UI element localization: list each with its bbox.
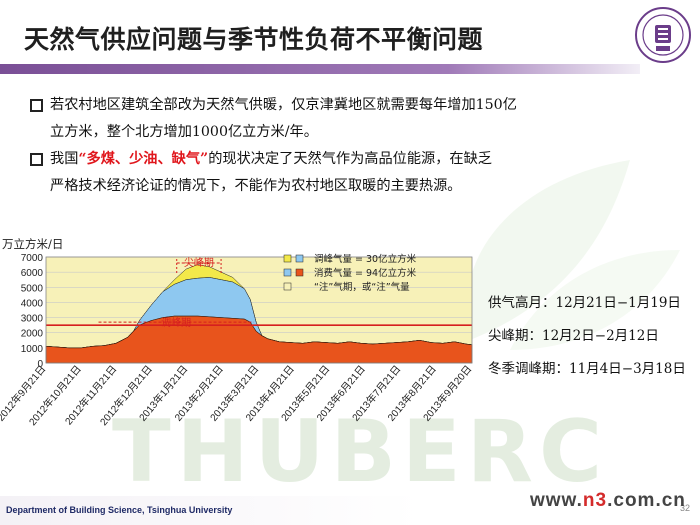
y-tick-label: 0 [37, 359, 43, 370]
site-prefix: www. [530, 490, 583, 511]
site-watermark: www.n3.com.cn [530, 490, 686, 512]
y-axis-label: 万立方米/日 [2, 237, 63, 251]
y-tick-label: 2000 [21, 329, 44, 340]
legend-swatch [283, 268, 292, 277]
bullet-1-line-1: 若农村地区建筑全部改为天然气供暖，仅京津冀地区就需要每年增加150亿 [50, 97, 517, 113]
bullet-box-icon [30, 99, 43, 112]
y-tick-label: 4000 [21, 298, 44, 309]
bullet-item-1: 若农村地区建筑全部改为天然气供暖，仅京津冀地区就需要每年增加150亿 立方米，整… [30, 92, 650, 146]
legend-label: 调峰气量 = 30亿立方米 [314, 253, 417, 265]
legend-label: “注”气期，或“注”气量 [314, 281, 410, 293]
y-tick-label: 6000 [21, 268, 44, 279]
footer-bar [0, 496, 700, 525]
footer: Department of Building Science, Tsinghua… [0, 496, 700, 525]
bullet-box-icon [30, 153, 43, 166]
side-note-peak-month: 供气高月：12月21日−1月19日 [488, 295, 681, 311]
legend-swatch [295, 254, 304, 263]
y-tick-label: 3000 [21, 314, 44, 325]
bullet-list: 若农村地区建筑全部改为天然气供暖，仅京津冀地区就需要每年增加150亿 立方米，整… [30, 92, 650, 200]
side-note-peak-period: 尖峰期：12月2日−2月12日 [488, 328, 659, 344]
watermark-leaf-graphic [466, 160, 680, 350]
title-underline-bar [0, 64, 640, 74]
side-note-winter-peak-shaving: 冬季调峰期：11月4日−3月18日 [488, 361, 686, 377]
legend-label: 消费气量 = 94亿立方米 [314, 267, 417, 279]
page-number: 32 [680, 503, 691, 513]
watermark-text: THUBERC [112, 402, 609, 502]
bullet-2-text-pre: 我国 [50, 151, 79, 167]
site-n3: n3 [582, 490, 608, 511]
y-tick-label: 7000 [21, 253, 44, 264]
side-notes: 供气高月：12月21日−1月19日 尖峰期：12月2日−2月12日 冬季调峰期：… [488, 287, 686, 386]
legend-swatch [283, 254, 292, 263]
bullet-item-2: 我国“多煤、少油、缺气”的现状决定了天然气作为高品位能源，在缺乏 严格技术经济论… [30, 146, 650, 200]
legend-swatch [283, 282, 292, 291]
slide-title: 天然气供应问题与季节性负荷不平衡问题 [24, 25, 484, 54]
bullet-2-line-2: 严格技术经济论证的情况下，不能作为农村地区取暖的主要热源。 [50, 178, 462, 194]
site-suffix: .com.cn [607, 490, 686, 511]
y-tick-label: 1000 [21, 344, 44, 355]
annotation-peak-period: 尖峰期 [184, 256, 214, 269]
bullet-2-text-post: 的现状决定了天然气作为高品位能源，在缺乏 [208, 151, 492, 167]
plot-frame [45, 256, 473, 364]
bullet-1-line-2: 立方米，整个北方增加1000亿立方米/年。 [50, 124, 318, 140]
legend-swatch [295, 268, 304, 277]
annotation-peak-shaving-period: 调峰期 [161, 317, 191, 329]
y-tick-label: 5000 [21, 283, 44, 294]
bullet-2-line-1: 我国“多煤、少油、缺气”的现状决定了天然气作为高品位能源，在缺乏 [50, 146, 650, 173]
gas-consumption-chart: 01000200030004000500060007000万立方米/日2012年… [0, 237, 474, 428]
tsinghua-seal-logo [635, 7, 691, 63]
bullet-2-highlight: “多煤、少油、缺气” [78, 151, 209, 167]
footer-department-text: Department of Building Science, Tsinghua… [6, 505, 233, 515]
